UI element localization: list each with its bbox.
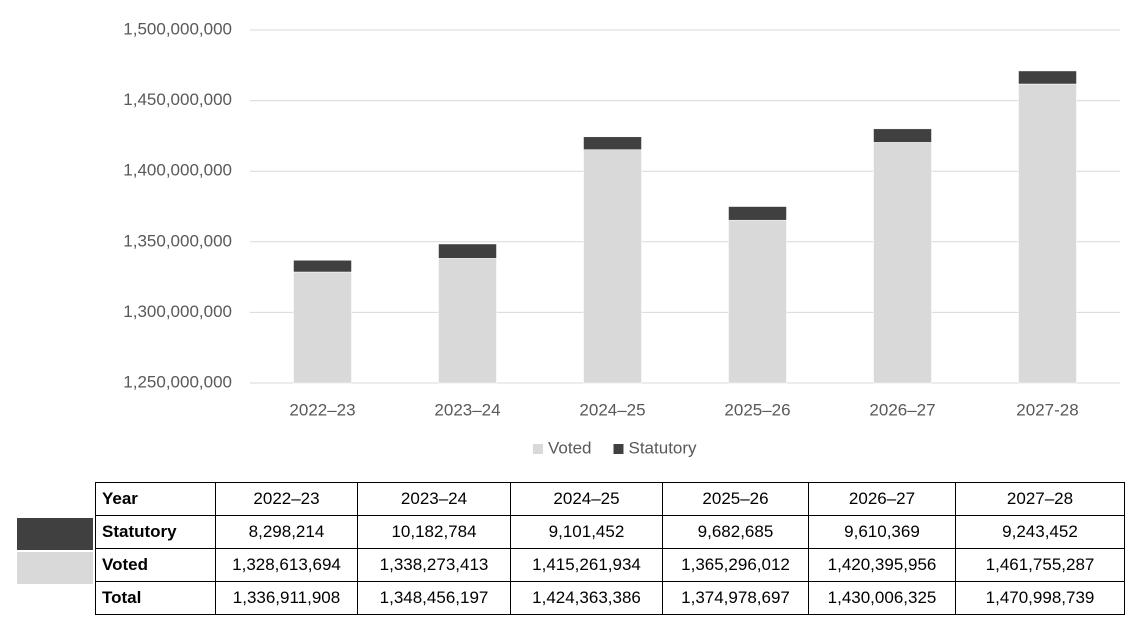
bar-segment: [293, 271, 352, 384]
legend-label: Voted: [548, 438, 592, 457]
x-tick-label: 2025–26: [724, 400, 790, 419]
legend-swatch: [533, 444, 543, 454]
y-tick-label: 1,350,000,000: [123, 231, 232, 250]
x-tick-label: 2027-28: [1016, 400, 1078, 419]
table-cell: 1,430,006,325: [808, 581, 956, 615]
data-table: Year 2022–23 2023–24 2024–25 2025–26 2026–27 2…: [95, 482, 1125, 615]
bar-segment: [873, 142, 932, 384]
x-tick-label: 2026–27: [869, 400, 935, 419]
bar-segment: [583, 136, 642, 150]
table-cell: 1,336,911,908: [215, 581, 358, 615]
table-cell: 1,374,978,697: [662, 581, 809, 615]
table-cell: 2022–23: [215, 482, 358, 516]
table-cell: 2025–26: [662, 482, 809, 516]
y-tick-label: 1,500,000,000: [123, 19, 232, 38]
table-cell: 1,470,998,739: [955, 581, 1125, 615]
y-tick-label: 1,400,000,000: [123, 161, 232, 180]
bar-segment: [728, 219, 787, 384]
table-cell: 1,348,456,197: [357, 581, 511, 615]
table-cell: 10,182,784: [357, 515, 511, 549]
table-cell: 2026–27: [808, 482, 956, 516]
table-cell: 1,420,395,956: [808, 548, 956, 582]
bar-segment: [293, 260, 352, 273]
table-cell: Total: [95, 581, 216, 615]
row-swatch: [17, 518, 93, 550]
bar-segment: [583, 149, 642, 384]
table-cell: 9,243,452: [955, 515, 1125, 549]
bar-segment: [1018, 83, 1077, 384]
table-cell: 2027–28: [955, 482, 1125, 516]
x-tick-label: 2022–23: [289, 400, 355, 419]
x-tick-label: 2024–25: [579, 400, 645, 419]
table-cell: 1,338,273,413: [357, 548, 511, 582]
table-cell: 1,461,755,287: [955, 548, 1125, 582]
table-row: Year 2022–23 2023–24 2024–25 2025–26 2026–27 2…: [95, 482, 1125, 516]
table-row: Statutory 8,298,214 10,182,784 9,101,452 9,6…: [95, 515, 1125, 549]
y-tick-label: 1,300,000,000: [123, 302, 232, 321]
table-cell: Voted: [95, 548, 216, 582]
table-cell: 2023–24: [357, 482, 511, 516]
legend-swatch: [613, 444, 624, 454]
y-tick-label: 1,250,000,000: [123, 372, 232, 391]
table-cell: 8,298,214: [215, 515, 358, 549]
x-tick-label: 2023–24: [434, 400, 500, 419]
table-cell: 1,415,261,934: [510, 548, 663, 582]
table-cell: Year: [95, 482, 216, 516]
bar-segment: [438, 243, 497, 259]
bar-segment: [1018, 70, 1077, 85]
legend-label: Statutory: [629, 438, 698, 457]
bar-segment: [728, 206, 787, 221]
bar-segment: [438, 258, 497, 384]
table-row: Total 1,336,911,908 1,348,456,197 1,424,363…: [95, 581, 1125, 615]
table-cell: Statutory: [95, 515, 216, 549]
table-cell: 1,328,613,694: [215, 548, 358, 582]
bar-segment: [873, 128, 932, 143]
table-cell: 1,365,296,012: [662, 548, 809, 582]
table-row: Voted 1,328,613,694 1,338,273,413 1,415,261…: [95, 548, 1125, 582]
table-cell: 2024–25: [510, 482, 663, 516]
table-cell: 9,610,369: [808, 515, 956, 549]
chart: 1,250,000,000 1,300,000,000 1,350,000,000 1…: [123, 19, 1120, 457]
table-cell: 9,682,685: [662, 515, 809, 549]
table-cell: 9,101,452: [510, 515, 663, 549]
y-tick-label: 1,450,000,000: [123, 90, 232, 109]
table-cell: 1,424,363,386: [510, 581, 663, 615]
row-swatch: [17, 552, 93, 584]
